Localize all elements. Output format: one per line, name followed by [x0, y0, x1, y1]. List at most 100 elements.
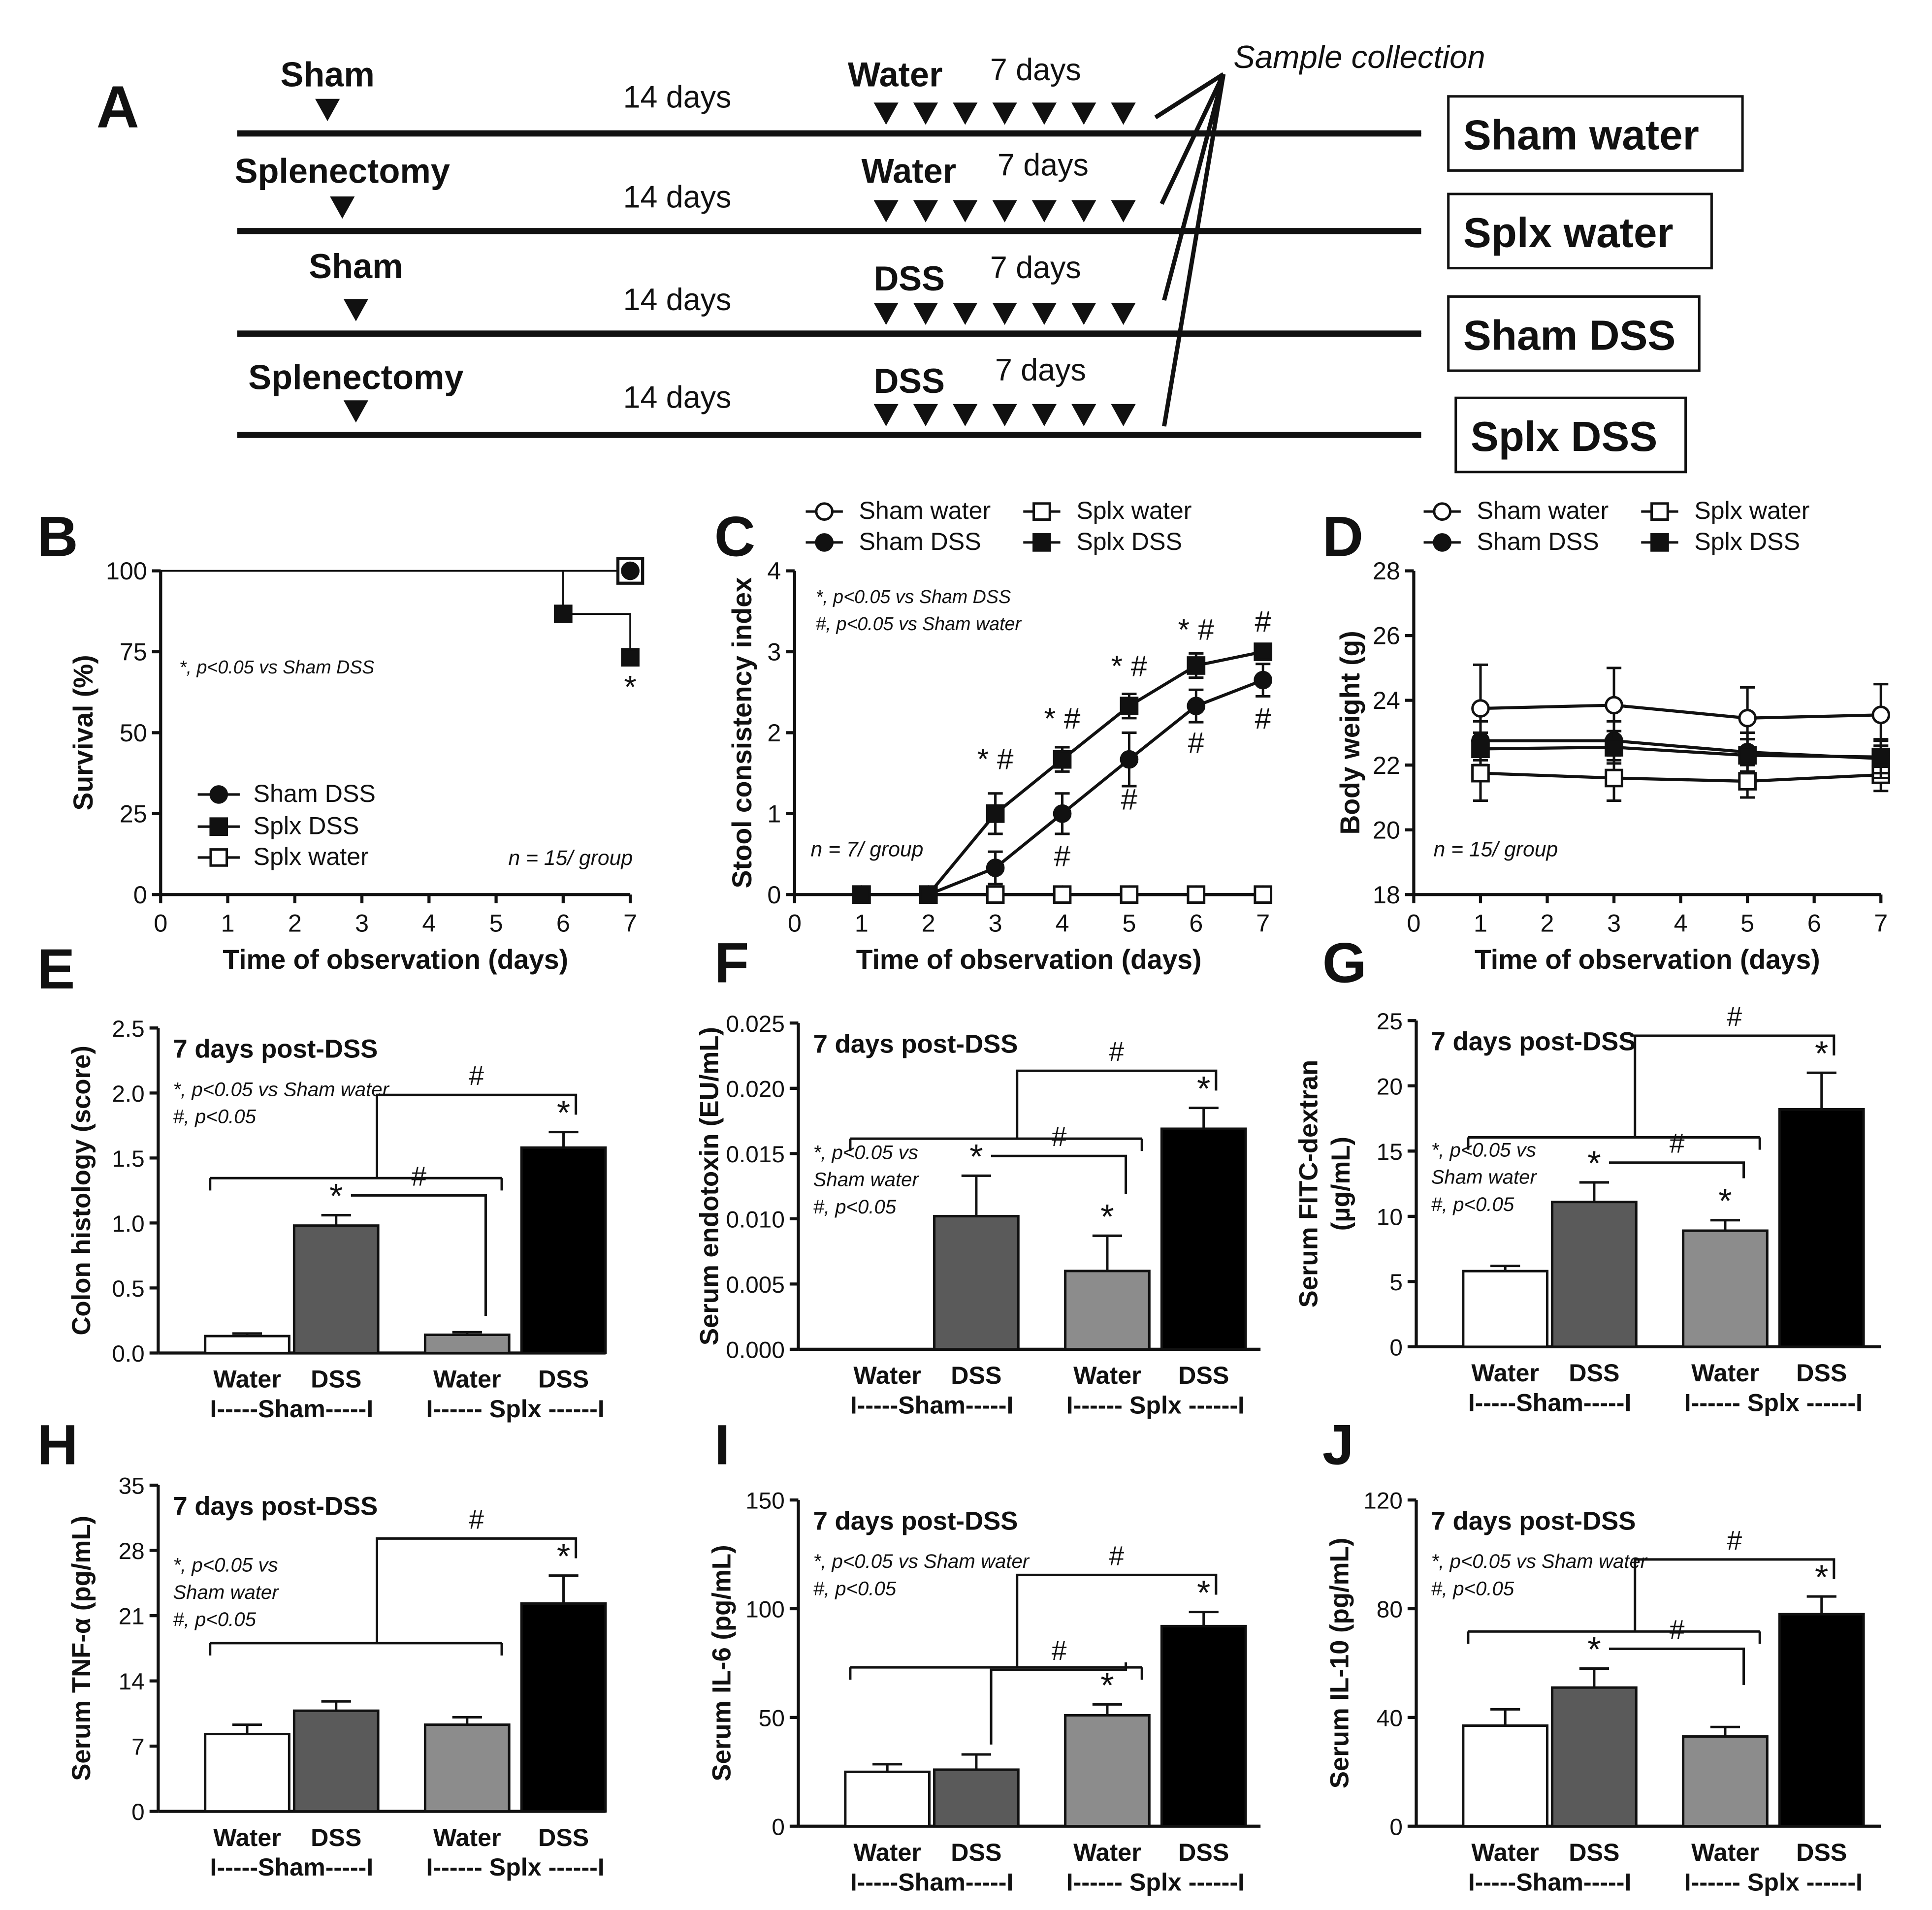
- bar: [423, 1333, 511, 1354]
- sample-arrow: [1159, 73, 1225, 205]
- panel-letter: I: [714, 1413, 730, 1476]
- legend-label: Splx water: [1076, 497, 1191, 524]
- legend-marker: [209, 817, 228, 836]
- y-tick-label: 15: [1377, 1139, 1403, 1165]
- y-axis-label: Colon histology (score): [67, 1046, 96, 1336]
- significance-hash: #: [1052, 1121, 1067, 1152]
- legend-marker: [815, 533, 834, 552]
- days-label: 7 days: [990, 53, 1081, 87]
- category-label: Water: [213, 1366, 281, 1393]
- n-label: n = 15/ group: [509, 846, 633, 870]
- y-tick-label: 3: [767, 638, 781, 666]
- dose-arrow-icon: [953, 200, 978, 223]
- timeline-row: Sham 14 days Water 7 days Sham water: [237, 53, 1744, 172]
- x-tick-label: 0: [1407, 910, 1420, 937]
- data-point: [1053, 804, 1072, 823]
- significance-mark: #: [1255, 605, 1271, 638]
- significance-mark: #: [1054, 839, 1071, 873]
- x-tick-label: 6: [1807, 910, 1821, 937]
- period-label: 14 days: [623, 80, 732, 114]
- comparison-bracket: #: [1467, 1001, 1835, 1150]
- y-axis-label: Serum endotoxin (EU/mL): [695, 1027, 724, 1345]
- y-tick-label: 0.020: [726, 1076, 785, 1102]
- bracket-line: [1609, 1161, 1745, 1178]
- stat-note: Sham water: [173, 1581, 279, 1603]
- y-tick-label: 2: [767, 719, 781, 747]
- x-tick-label: 5: [1740, 910, 1754, 937]
- stat-note: *, p<0.05 vs Sham water: [1431, 1550, 1648, 1572]
- data-point: [1187, 697, 1206, 716]
- dose-arrow-icon: [1071, 102, 1096, 125]
- y-tick-label: 22: [1373, 752, 1400, 779]
- significance-mark: *: [969, 1137, 983, 1176]
- group-label: I------ Splx ------I: [1066, 1868, 1245, 1896]
- y-tick-label: 0.005: [726, 1272, 785, 1298]
- y-tick-label: 24: [1373, 687, 1400, 714]
- x-axis-label: Time of observation (days): [856, 944, 1202, 975]
- surgery-label: Sham: [280, 55, 374, 94]
- category-label: DSS: [1569, 1359, 1619, 1387]
- y-tick-label: 2.5: [112, 1016, 144, 1042]
- legend-marker: [1032, 502, 1051, 521]
- data-point: [1871, 747, 1891, 766]
- category-label: Water: [853, 1362, 921, 1389]
- significance-mark: * #: [1178, 612, 1214, 646]
- dose-arrow-icon: [1031, 200, 1057, 223]
- bracket-line: [1634, 1558, 1835, 1632]
- category-label: DSS: [951, 1362, 1001, 1389]
- surgery-arrow-icon: [315, 98, 340, 121]
- data-point: [1053, 885, 1072, 904]
- bar: [292, 1709, 380, 1813]
- x-tick-label: 2: [288, 910, 302, 937]
- legend-label: Sham DSS: [1477, 528, 1599, 555]
- bracket-line: [1634, 1034, 1835, 1138]
- y-tick-label: 1.0: [112, 1211, 144, 1237]
- surgery-label: Splenectomy: [235, 151, 450, 190]
- stat-note: *, p<0.05 vs Sham water: [173, 1078, 389, 1100]
- category-label: Water: [1691, 1359, 1759, 1387]
- data-point: [1871, 705, 1891, 725]
- y-tick-label: 0.010: [726, 1207, 785, 1233]
- days-label: 7 days: [990, 251, 1081, 285]
- bar: [1160, 1624, 1247, 1828]
- bar: [1551, 1686, 1638, 1828]
- y-tick-label: 100: [745, 1597, 785, 1623]
- dose-arrow-icon: [1031, 404, 1057, 426]
- treatment-label: Water: [848, 55, 943, 94]
- group-box: [1447, 95, 1744, 172]
- data-point: [1254, 885, 1273, 904]
- data-point: [1120, 697, 1139, 716]
- data-point: [1471, 739, 1490, 759]
- significance-mark: *: [557, 1537, 570, 1576]
- significance-mark: *: [1197, 1573, 1210, 1612]
- y-tick-label: 40: [1377, 1705, 1403, 1731]
- dose-arrow-icon: [873, 302, 899, 325]
- surgery-arrow-icon: [343, 299, 368, 321]
- significance-mark: #: [1255, 701, 1271, 735]
- significance-hash: #: [1727, 1001, 1742, 1032]
- y-tick-label: 80: [1377, 1597, 1403, 1623]
- y-tick-label: 2.0: [112, 1081, 144, 1107]
- bar: [1682, 1229, 1769, 1348]
- group-label: I------ Splx ------I: [1066, 1391, 1245, 1419]
- y-axis-label: Serum TNF-α (pg/mL): [67, 1516, 96, 1781]
- sample-arrow: [1162, 73, 1226, 301]
- x-tick-label: 4: [1674, 910, 1688, 937]
- bracket-line: [1609, 1647, 1745, 1685]
- data-point: [986, 804, 1005, 823]
- group-label: I-----Sham-----I: [210, 1395, 374, 1423]
- significance-hash: #: [1109, 1036, 1124, 1067]
- group-label: Splx water: [1463, 210, 1674, 256]
- dose-arrow-icon: [953, 102, 978, 125]
- panel-letter: G: [1322, 931, 1367, 994]
- y-axis-label: Serum FITC-dextran: [1294, 1060, 1323, 1308]
- category-label: Water: [1073, 1362, 1141, 1389]
- chart-title: 7 days post-DSS: [813, 1030, 1018, 1059]
- legend-label: Sham DSS: [254, 780, 376, 807]
- x-tick-label: 6: [556, 910, 570, 937]
- legend-label: Sham water: [859, 497, 991, 524]
- period-label: 14 days: [623, 180, 732, 215]
- data-point: [1187, 656, 1206, 675]
- x-tick-label: 2: [1541, 910, 1554, 937]
